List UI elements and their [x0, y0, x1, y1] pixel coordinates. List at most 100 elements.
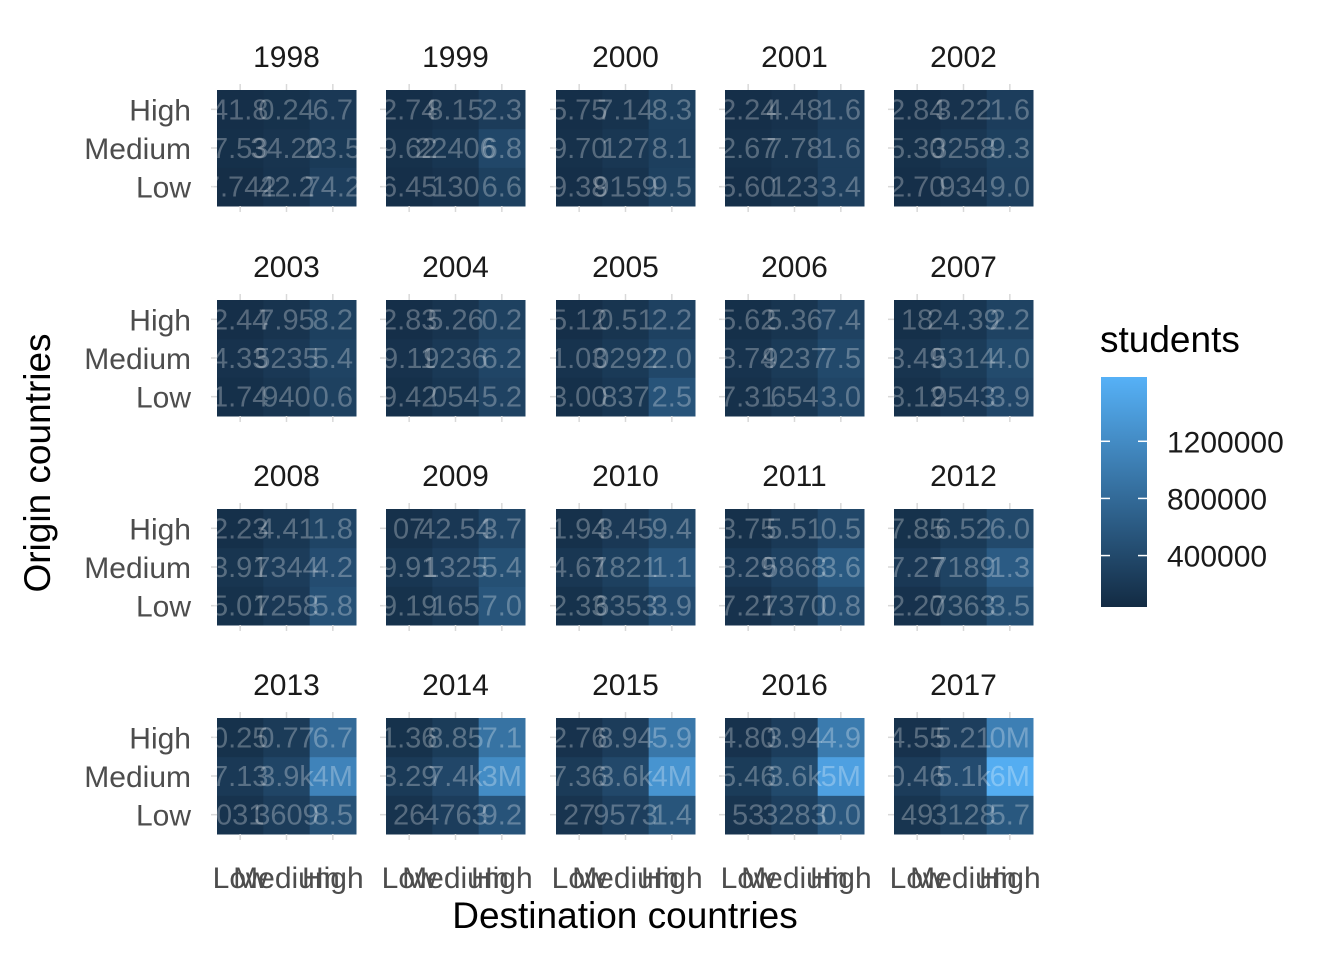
- heatmap-cell-2006-high-medium: [771, 300, 819, 340]
- cell-label-2004-low-medium: 054: [431, 382, 479, 414]
- heatmap-cell-2014-medium-high: [478, 756, 526, 796]
- cell-label-2014-low-high: 9.2: [482, 800, 522, 832]
- cell-label-2004-high-medium: 5.26: [427, 304, 483, 336]
- facet-panel-2013: 201303136098.57.133.9k4M0.250.776.7LowMe…: [84, 669, 363, 895]
- heatmap-cell-2014-low-high: [478, 795, 526, 835]
- cell-label-1999-medium-high: 6.8: [482, 133, 522, 165]
- cell-label-2007-high-high: 2.2: [990, 304, 1030, 336]
- cell-label-2013-low-low: 031: [216, 800, 264, 832]
- cell-label-2015-high-high: 5.9: [652, 722, 692, 754]
- heatmap-cell-2008-low-low: [217, 586, 264, 626]
- cell-label-2016-medium-high: 5M: [821, 761, 861, 793]
- cell-label-2016-low-low: 53: [732, 800, 764, 832]
- x-tick-label-2015-medium: Medium: [572, 862, 679, 895]
- heatmap-cell-2000-high-high: [648, 90, 696, 130]
- y-tick-label-2008-medium: Medium: [84, 552, 191, 585]
- heatmap-cell-2011-medium-low: [725, 547, 772, 587]
- heatmap-cell-2008-medium-low: [217, 547, 264, 587]
- heatmap-cell-2012-medium-medium: [940, 547, 988, 587]
- cell-label-2015-high-low: 2.76: [551, 722, 607, 754]
- y-tick-label-2003-low: Low: [136, 382, 191, 415]
- cell-label-2008-low-medium: 7258: [254, 591, 319, 623]
- cell-label-2000-high-medium: 7.14: [597, 94, 653, 126]
- heatmap-cell-2017-high-low: [894, 718, 941, 758]
- heatmap-cell-2008-low-high: [309, 586, 357, 626]
- color-legend: students 400000 800000 1200000: [1100, 319, 1284, 607]
- cell-label-2002-medium-medium: 3258: [931, 133, 996, 165]
- cell-label-2002-high-low: 2.84: [889, 94, 945, 126]
- heatmap-cell-2014-low-low: [386, 795, 433, 835]
- cell-label-2006-high-high: 7.4: [821, 304, 861, 336]
- cell-label-2014-high-high: 7.1: [482, 722, 522, 754]
- cell-label-2013-high-low: 0.25: [212, 722, 268, 754]
- cell-label-2014-low-medium: 4763: [423, 800, 488, 832]
- cell-label-2011-high-medium: 5.51: [766, 513, 822, 545]
- heatmap-cell-2000-low-low: [556, 167, 603, 207]
- heatmap-cell-2007-high-medium: [940, 300, 988, 340]
- heatmap-cell-2009-medium-low: [386, 547, 433, 587]
- heatmap-cell-2001-high-low: [725, 90, 772, 130]
- heatmap-cell-2007-medium-high: [986, 338, 1034, 378]
- cell-label-2005-high-low: 5.12: [551, 304, 607, 336]
- heatmap-cell-2007-low-high: [986, 377, 1034, 417]
- heatmap-cell-2015-low-medium: [602, 795, 650, 835]
- cell-label-1999-medium-low: 9.62: [381, 133, 437, 165]
- cell-label-2007-low-low: 8.12: [889, 382, 945, 414]
- heatmap-cell-2014-medium-low: [386, 756, 433, 796]
- heatmap-cell-2001-medium-high: [817, 128, 865, 168]
- cell-label-2014-medium-medium: 7.4k: [428, 761, 483, 793]
- heatmap-cell-2011-medium-medium: [771, 547, 819, 587]
- heatmap-cell-2011-high-low: [725, 509, 772, 549]
- y-tick-label-2013-medium: Medium: [84, 761, 191, 794]
- heatmap-cell-2003-high-high: [309, 300, 357, 340]
- cell-label-2011-high-low: 3.75: [720, 513, 776, 545]
- y-axis-title: Origin countries: [17, 333, 58, 592]
- facet-strip-2001: 2001: [761, 41, 828, 74]
- heatmap-cell-1999-low-low: [386, 167, 433, 207]
- heatmap-cell-2013-low-low: [217, 795, 264, 835]
- heatmap-cell-2014-high-medium: [432, 718, 480, 758]
- heatmap-cell-2003-low-medium: [263, 377, 311, 417]
- facet-strip-2015: 2015: [592, 669, 659, 702]
- cell-label-2012-low-low: 2.20: [889, 591, 945, 623]
- cell-label-2000-medium-high: 8.1: [652, 133, 692, 165]
- heatmap-cell-2007-low-medium: [940, 377, 988, 417]
- heatmap-cell-2000-high-low: [556, 90, 603, 130]
- heatmap-cell-2005-medium-low: [556, 338, 603, 378]
- cell-label-2013-medium-low: 7.13: [212, 761, 268, 793]
- heatmap-cell-2002-low-low: [894, 167, 941, 207]
- cell-label-2009-low-medium: 165: [431, 591, 479, 623]
- cell-label-2007-low-high: 3.9: [990, 382, 1030, 414]
- cell-label-2013-high-high: 6.7: [313, 722, 353, 754]
- heatmap-cell-2016-medium-low: [725, 756, 772, 796]
- heatmap-cell-2006-low-high: [817, 377, 865, 417]
- cell-label-2004-medium-high: 6.2: [482, 343, 522, 375]
- cell-label-2013-medium-medium: 3.9k: [259, 761, 314, 793]
- heatmap-cell-2016-high-medium: [771, 718, 819, 758]
- heatmap-cell-2015-high-high: [648, 718, 696, 758]
- facet-strip-2009: 2009: [422, 460, 489, 493]
- cell-label-2003-low-high: 0.6: [313, 382, 353, 414]
- heatmap-cell-2009-low-high: [478, 586, 526, 626]
- x-tick-label-2015-high: High: [641, 862, 703, 895]
- heatmap-cell-2017-medium-high: [986, 756, 1034, 796]
- x-tick-label-2014-high: High: [471, 862, 533, 895]
- heatmap-cell-2006-low-low: [725, 377, 772, 417]
- cell-label-2017-low-medium: 3128: [931, 800, 996, 832]
- heatmap-cell-2004-medium-high: [478, 338, 526, 378]
- cell-label-1999-high-low: 2.74: [381, 94, 437, 126]
- facet-strip-1998: 1998: [253, 41, 320, 74]
- cell-label-2001-medium-low: 2.67: [720, 133, 776, 165]
- cell-label-1998-medium-high: 23.5: [305, 133, 361, 165]
- cell-label-2010-high-low: 1.94: [551, 513, 607, 545]
- cell-label-2006-medium-high: 7.5: [821, 343, 861, 375]
- legend-title: students: [1100, 319, 1240, 360]
- cell-label-2002-low-high: 9.0: [990, 172, 1030, 204]
- facet-strip-2011: 2011: [762, 460, 827, 493]
- facet-strip-2010: 2010: [592, 460, 659, 493]
- cell-label-2006-low-low: 7.31: [720, 382, 776, 414]
- heatmap-cell-1999-medium-low: [386, 128, 433, 168]
- heatmap-cell-2006-medium-low: [725, 338, 772, 378]
- heatmap-cell-2007-medium-medium: [940, 338, 988, 378]
